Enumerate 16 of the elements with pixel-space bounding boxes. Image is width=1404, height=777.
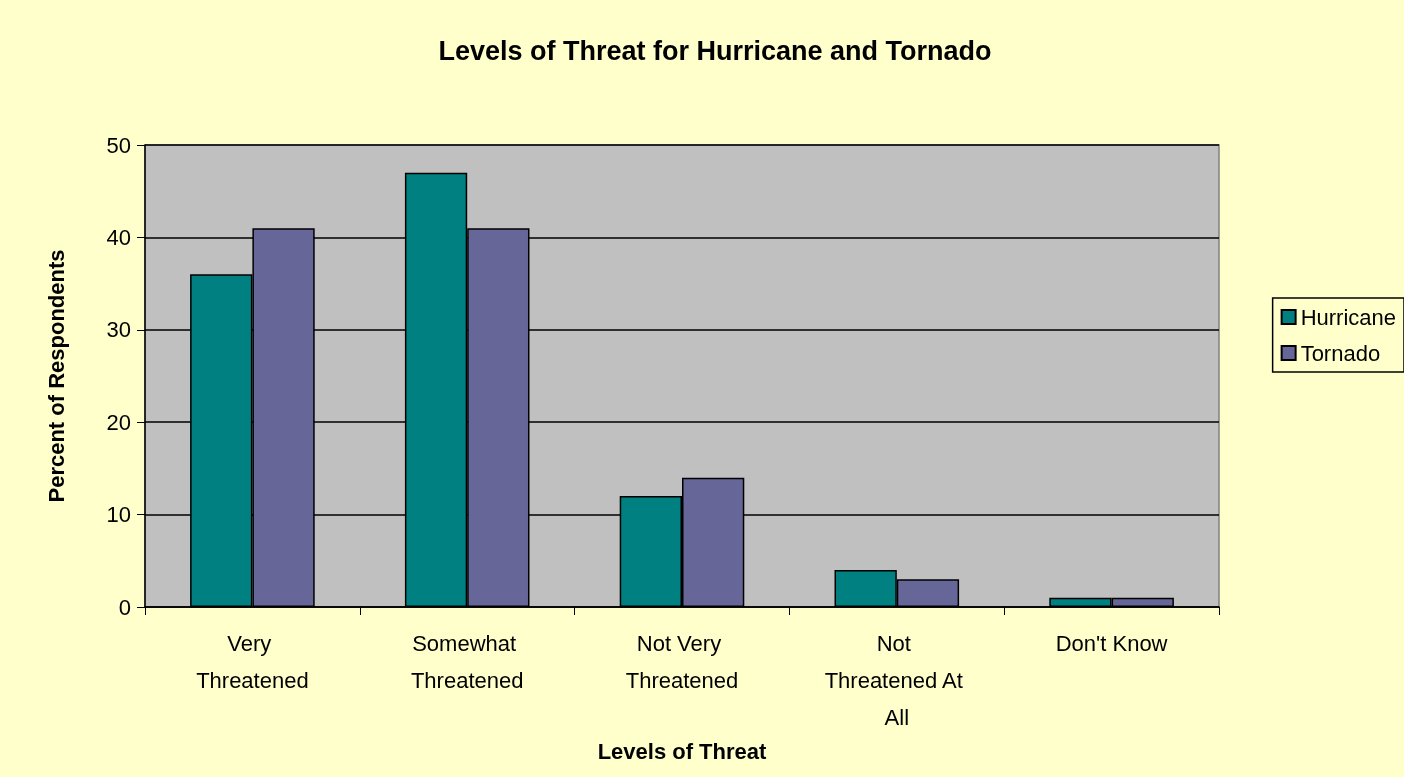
x-tick-label: Very Threatened xyxy=(196,631,309,693)
chart-title: Levels of Threat for Hurricane and Tornado xyxy=(438,35,992,66)
x-tick-label: Don't Know xyxy=(1055,631,1168,656)
x-tick-label: Not Threatened At All xyxy=(824,631,969,730)
y-tick-label: 20 xyxy=(106,409,131,435)
x-axis-title: Levels of Threat xyxy=(597,739,768,765)
legend-label: Tornado xyxy=(1300,340,1381,366)
y-tick-label: 40 xyxy=(106,224,131,250)
y-tick-label: 10 xyxy=(106,502,131,528)
y-axis-title: Percent of Respondents xyxy=(43,249,69,503)
y-tick-label: 50 xyxy=(106,132,131,158)
x-tick-label: Not Very Threatened xyxy=(625,631,739,693)
y-tick-label: 30 xyxy=(106,317,131,343)
legend-label: Hurricane xyxy=(1300,304,1397,330)
y-tick-label: 0 xyxy=(118,594,131,620)
x-tick-label: Somewhat Threatened xyxy=(410,631,524,693)
